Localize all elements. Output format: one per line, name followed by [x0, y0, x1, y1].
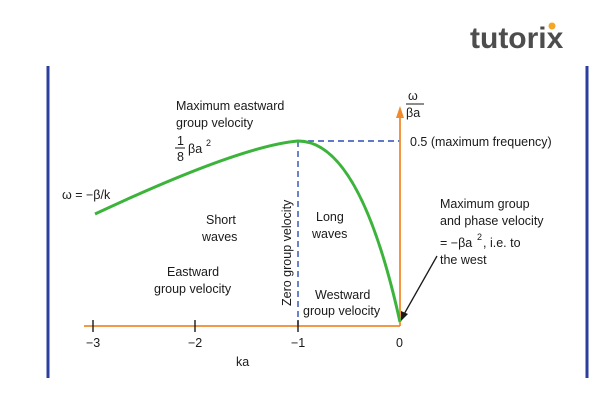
pointer-arrow-head [401, 311, 408, 321]
equation-part: , i.e. to [483, 236, 521, 250]
eastward-group-velocity-label: group velocity [154, 282, 232, 296]
tutorix-logo: tutorix [470, 22, 564, 55]
pointer-arrow-line [402, 255, 438, 317]
dispersion-curve [94, 139, 402, 323]
fraction-numerator: 1 [177, 134, 184, 148]
equation-exponent: 2 [477, 232, 482, 242]
max-group-phase-label: Maximum group [440, 197, 530, 211]
max-group-phase-label: and phase velocity [440, 214, 544, 228]
y-axis-label: ω βa [406, 89, 424, 120]
max-eastward-label: Maximum eastward [176, 99, 284, 113]
max-group-phase-equation: = −βa 2 , i.e. to [440, 232, 521, 250]
long-waves-label: Long [316, 210, 344, 224]
equation-part: = −βa [440, 236, 472, 250]
x-tick-label: −3 [86, 336, 100, 350]
exponent: 2 [206, 138, 211, 148]
zero-group-velocity-label: Zero group velocity [280, 199, 294, 306]
westward-group-velocity-label: group velocity [303, 304, 381, 318]
one-eighth-beta-a-squared: 1 8 βa 2 [175, 134, 211, 164]
x-tick-label: −1 [291, 336, 305, 350]
fraction-denominator: 8 [177, 150, 184, 164]
long-waves-label: waves [311, 227, 347, 241]
westward-group-velocity-label: Westward [315, 288, 370, 302]
x-tick-label: −2 [188, 336, 202, 350]
eastward-group-velocity-label: Eastward [167, 265, 219, 279]
logo-accent-dot [548, 22, 556, 30]
x-axis-label: ka [236, 355, 249, 369]
logo-text: tutorix [470, 22, 564, 55]
beta-a-text: βa [188, 142, 202, 156]
y-axis-label-numerator: ω [408, 89, 418, 103]
short-waves-label: Short [206, 213, 236, 227]
y-axis-arrow [396, 106, 404, 118]
max-eastward-label: group velocity [176, 116, 254, 130]
x-tick-label: 0 [396, 336, 403, 350]
omega-equation-label: ω = −β/k [62, 188, 111, 202]
max-frequency-label: 0.5 (maximum frequency) [410, 135, 552, 149]
short-waves-label: waves [201, 230, 237, 244]
max-group-phase-label: the west [440, 253, 487, 267]
y-axis-label-denominator: βa [406, 106, 420, 120]
